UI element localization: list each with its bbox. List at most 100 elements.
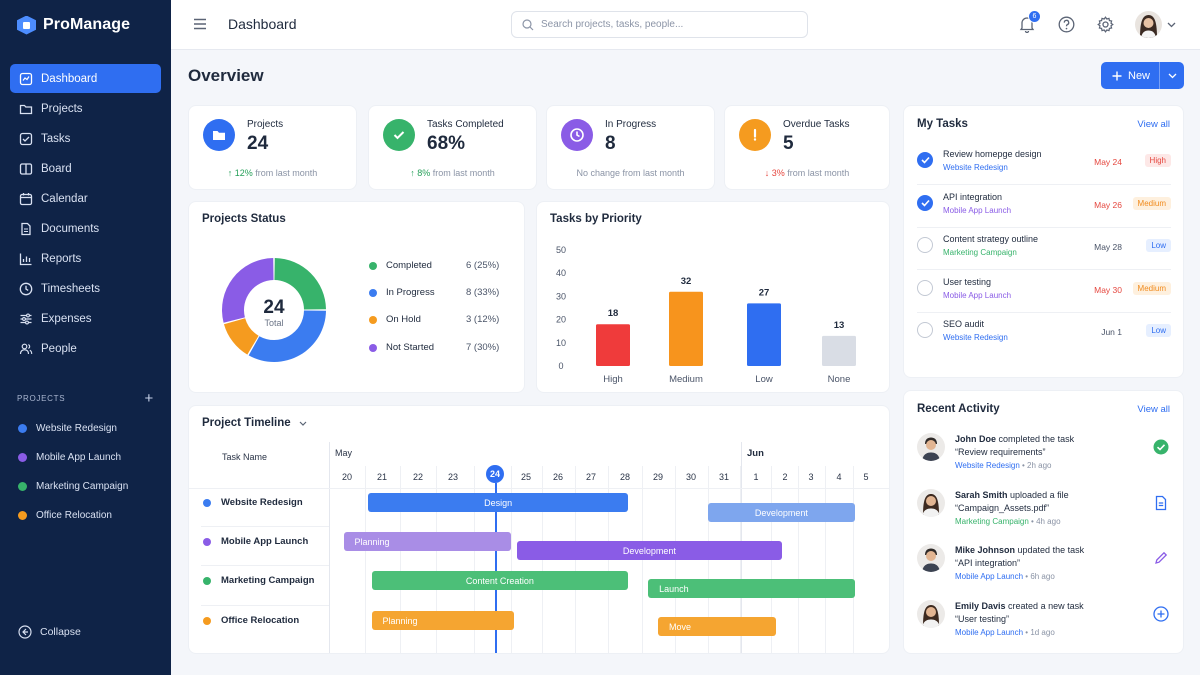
task-row[interactable]: SEO audit Website Redesign Jun 1 Low — [917, 313, 1171, 355]
activity-user[interactable]: John Doe — [955, 434, 997, 444]
activity-target[interactable]: “User testing” — [955, 613, 1010, 624]
sidebar-project-item[interactable]: Marketing Campaign — [0, 472, 171, 501]
gantt-bar-design[interactable]: Design — [368, 493, 629, 512]
activity-avatar[interactable] — [917, 488, 945, 517]
sidebar-item-calendar[interactable]: Calendar — [10, 184, 161, 213]
activity-target[interactable]: “Review requirements” — [955, 447, 1046, 457]
task-project[interactable]: Mobile App Launch — [943, 205, 1012, 215]
sidebar-item-label: Tasks — [41, 132, 71, 145]
sidebar-item-people[interactable]: People — [10, 334, 161, 363]
notifications-button[interactable]: 6 — [1019, 10, 1041, 38]
activity-avatar[interactable] — [917, 599, 945, 628]
row-divider — [201, 526, 329, 527]
gantt-bar-move[interactable]: Move — [658, 617, 777, 636]
chevron-down-icon[interactable] — [1167, 22, 1176, 28]
stat-card-in-progress[interactable]: In Progress 8 No change from last month — [546, 105, 715, 190]
stat-card-tasks-completed[interactable]: Tasks Completed 68% ↑ 8% from last month — [368, 105, 537, 190]
task-row[interactable]: API integration Mobile App Launch May 26 Me… — [917, 186, 1171, 228]
file-icon — [1155, 495, 1167, 510]
my-tasks-view-all[interactable]: View all — [1137, 119, 1170, 130]
activity-avatar[interactable] — [917, 433, 945, 461]
activity-avatar[interactable] — [917, 544, 945, 572]
bar-none[interactable] — [822, 335, 856, 366]
unchecked-checkbox[interactable] — [917, 279, 933, 296]
task-project[interactable]: Website Redesign — [943, 163, 1008, 172]
timeline-row-label[interactable]: Office Relocation — [203, 615, 299, 626]
sidebar-item-tasks[interactable]: Tasks — [10, 124, 161, 153]
timeline-title-dropdown[interactable]: Project Timeline — [202, 417, 307, 429]
sidebar-item-timesheets[interactable]: Timesheets — [10, 274, 161, 303]
projects-section-header: PROJECTS + — [17, 391, 154, 406]
checkbox-icon — [19, 132, 33, 145]
add-project-icon[interactable]: + — [144, 390, 154, 407]
day-label: 23 — [447, 472, 458, 482]
activity-project[interactable]: Website Redesign — [955, 461, 1020, 470]
sidebar-item-projects[interactable]: Projects — [10, 94, 161, 123]
timeline-row-label[interactable]: Mobile App Launch — [203, 536, 308, 547]
donut-slice-on-hold[interactable] — [223, 318, 259, 355]
bar-high[interactable] — [596, 324, 630, 366]
sidebar-item-reports[interactable]: Reports — [10, 244, 161, 273]
task-project[interactable]: Mobile App Launch — [943, 290, 1012, 300]
new-main-button[interactable]: New — [1101, 70, 1159, 82]
folder-icon — [19, 104, 33, 114]
task-project[interactable]: Website Redesign — [943, 333, 1008, 342]
gantt-bar-development[interactable]: Development — [516, 541, 783, 560]
sidebar-item-board[interactable]: Board — [10, 154, 161, 183]
activity-project[interactable]: Mobile App Launch — [955, 627, 1024, 637]
task-project[interactable]: Marketing Campaign — [943, 248, 1017, 257]
activity-user[interactable]: Emily Davis — [955, 600, 1006, 611]
menu-icon[interactable] — [193, 18, 207, 30]
month-label: Jun — [747, 448, 764, 459]
gantt-bar-launch[interactable]: Launch — [648, 579, 856, 598]
task-row[interactable]: Review homepge design Website Redesign May… — [917, 143, 1171, 185]
brand[interactable]: ProManage — [0, 0, 171, 50]
unchecked-checkbox[interactable] — [917, 237, 933, 253]
collapse-button[interactable]: Collapse — [18, 625, 81, 639]
help-button[interactable] — [1058, 16, 1075, 38]
activity-project[interactable]: Mobile App Launch — [955, 572, 1024, 581]
checked-checkbox[interactable] — [917, 152, 933, 168]
new-dropdown-toggle[interactable] — [1160, 73, 1184, 79]
overview-title: Overview — [188, 66, 264, 85]
project-color-dot — [18, 482, 27, 491]
day-label: 22 — [412, 472, 423, 482]
sidebar-item-expenses[interactable]: Expenses — [10, 304, 161, 333]
activity-view-all[interactable]: View all — [1137, 404, 1170, 415]
new-button[interactable]: New — [1101, 62, 1184, 89]
bar-medium[interactable] — [669, 291, 703, 366]
sidebar-project-item[interactable]: Mobile App Launch — [0, 443, 171, 472]
task-row[interactable]: Content strategy outline Marketing Campai… — [917, 228, 1171, 270]
timeline-row-label[interactable]: Marketing Campaign — [203, 575, 314, 586]
sidebar-project-item[interactable]: Office Relocation — [0, 501, 171, 530]
user-avatar[interactable] — [1135, 11, 1162, 38]
sidebar-project-item[interactable]: Website Redesign — [0, 414, 171, 443]
unchecked-checkbox[interactable] — [917, 322, 933, 338]
stat-card-overdue-tasks[interactable]: Overdue Tasks 5 ↓ 3% from last month — [724, 105, 890, 190]
timeline-row-label[interactable]: Website Redesign — [203, 497, 303, 508]
gantt-bar-planning[interactable]: Planning — [371, 611, 514, 630]
settings-button[interactable] — [1097, 16, 1114, 38]
donut-slice-completed[interactable] — [274, 258, 326, 310]
sidebar-item-dashboard[interactable]: Dashboard — [10, 64, 161, 93]
stat-card-projects[interactable]: Projects 24 ↑ 12% from last month — [188, 105, 357, 190]
sidebar-item-documents[interactable]: Documents — [10, 214, 161, 243]
activity-user[interactable]: Sarah Smith — [955, 489, 1008, 500]
activity-user[interactable]: Mike Johnson — [955, 545, 1016, 555]
activity-project[interactable]: Marketing Campaign — [955, 516, 1029, 526]
stat-label: Tasks Completed — [427, 119, 504, 130]
donut-slice-not-started[interactable] — [222, 258, 274, 323]
task-row[interactable]: User testing Mobile App Launch May 30 Mediu… — [917, 271, 1171, 313]
activity-target[interactable]: “API integration” — [955, 558, 1021, 568]
activity-target[interactable]: “Campaign_Assets.pdf” — [955, 502, 1050, 513]
bar-low[interactable] — [747, 303, 781, 366]
gantt-bar-planning[interactable]: Planning — [343, 532, 511, 551]
activity-meta: Mobile App Launch • 6h ago — [955, 572, 1055, 581]
donut-slice-in-progress[interactable] — [248, 310, 326, 362]
stat-icon-circle — [383, 119, 415, 151]
project-timeline-card: Project Timeline Task Name May Jun 20 21 22 2… — [188, 405, 890, 654]
gantt-bar-content-creation[interactable]: Content Creation — [371, 571, 629, 590]
checked-checkbox[interactable] — [917, 194, 933, 211]
search-input[interactable] — [541, 19, 791, 30]
gantt-bar-development[interactable]: Development — [707, 503, 856, 522]
